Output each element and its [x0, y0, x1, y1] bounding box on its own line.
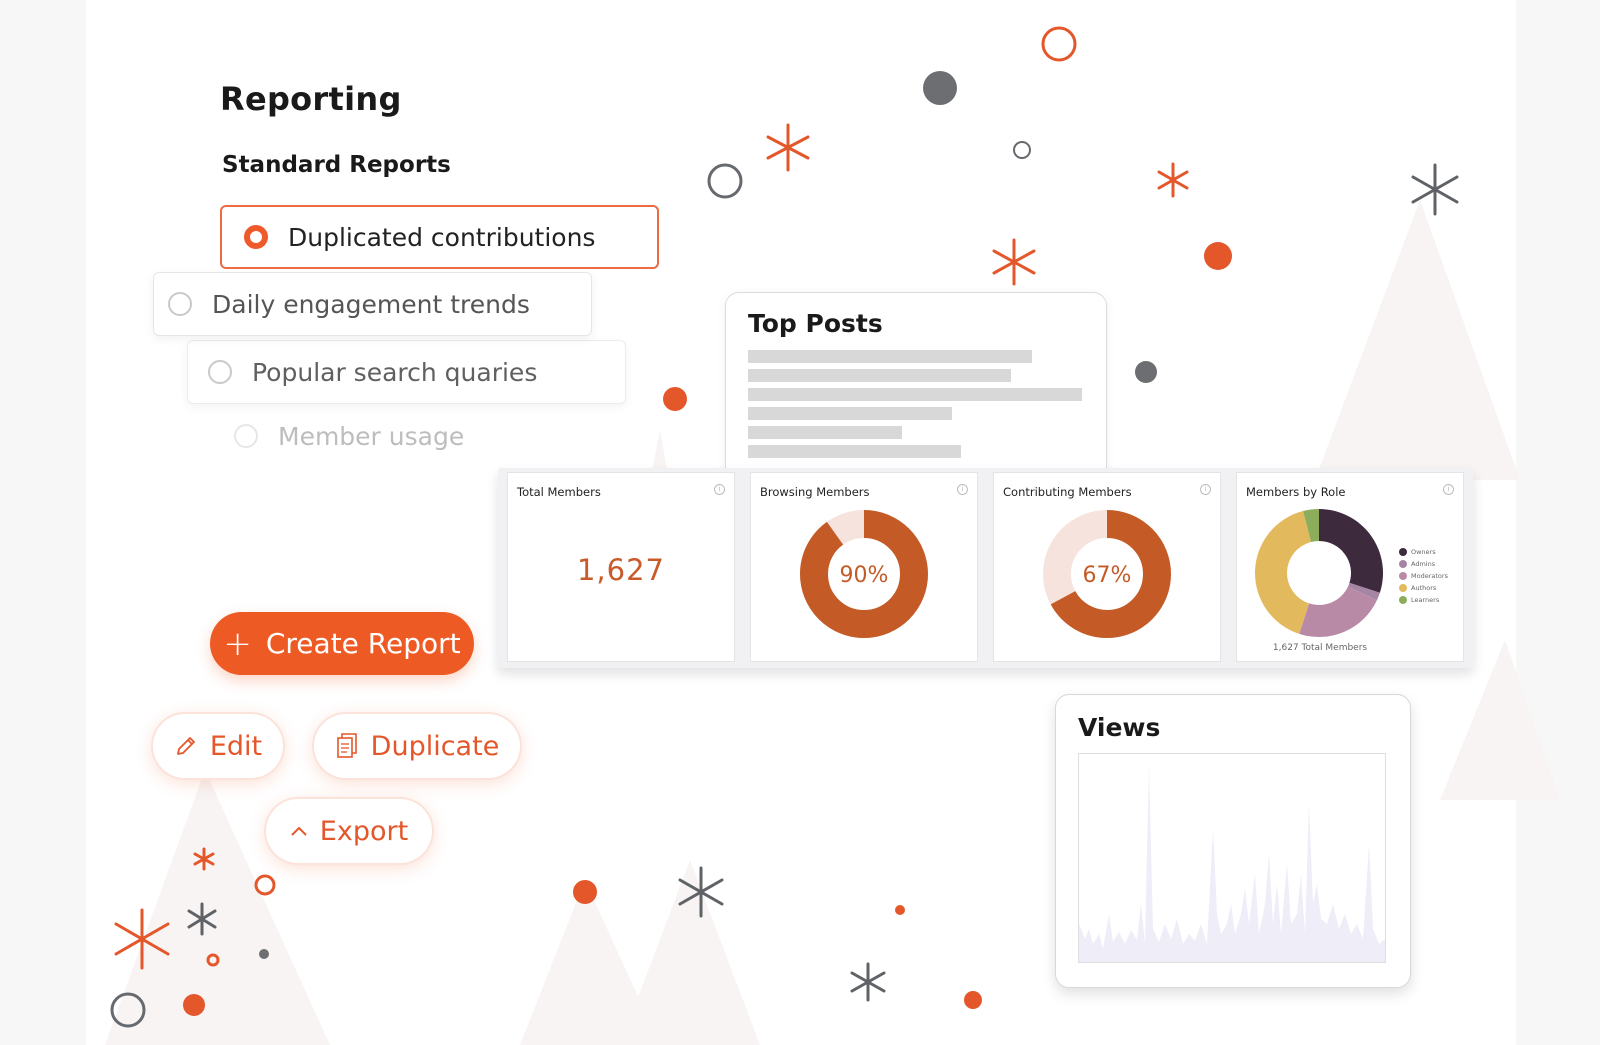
donut-arc [1043, 510, 1171, 638]
radio-unchecked-icon [168, 292, 192, 316]
members-by-role-card[interactable]: Members by Role i Owners Admins Moderators… [1236, 472, 1464, 662]
placeholder-line [748, 445, 961, 458]
info-icon[interactable]: i [714, 484, 725, 495]
legend-dot [1399, 548, 1407, 556]
card-title: Contributing Members [1003, 485, 1132, 499]
placeholder-line [748, 350, 1032, 363]
report-option-daily-engagement[interactable]: Daily engagement trends [153, 272, 592, 336]
donut-percent-label: 67% [1083, 563, 1132, 588]
legend-dot [1399, 584, 1407, 592]
section-subtitle: Standard Reports [222, 152, 451, 178]
copy-icon [336, 733, 357, 758]
placeholder-line [748, 369, 1011, 382]
chevron-up-icon [291, 826, 307, 836]
duplicate-label: Duplicate [370, 730, 500, 762]
create-report-label: Create Report [265, 627, 461, 660]
report-option-label: Daily engagement trends [212, 289, 530, 319]
contributing-members-card[interactable]: Contributing Members i 67% [993, 472, 1221, 662]
card-title: Browsing Members [760, 485, 870, 499]
info-icon[interactable]: i [1443, 484, 1454, 495]
stats-row: Total Members i 1,627 Browsing Members i… [498, 468, 1473, 668]
report-option-member-usage[interactable]: Member usage [214, 404, 653, 468]
top-posts-card[interactable]: Top Posts [725, 292, 1107, 494]
legend-label: Learners [1411, 596, 1440, 604]
report-option-label: Popular search quaries [252, 357, 538, 387]
total-members-value: 1,627 [576, 553, 666, 587]
create-report-button[interactable]: + Create Report [210, 612, 474, 675]
page-title: Reporting [220, 80, 402, 118]
card-title: Members by Role [1246, 485, 1346, 499]
legend-item-moderators: Moderators [1399, 570, 1448, 582]
placeholder-line [748, 388, 1082, 401]
donut-percent-label: 90% [840, 563, 889, 588]
placeholder-line [748, 407, 952, 420]
legend-item-learners: Learners [1399, 594, 1448, 606]
role-slice-admins[interactable] [1347, 582, 1380, 601]
legend-dot [1399, 596, 1407, 604]
total-members-card[interactable]: Total Members i 1,627 [507, 472, 735, 662]
top-posts-title: Top Posts [748, 309, 883, 338]
legend-dot [1399, 560, 1407, 568]
role-slice-moderators[interactable] [1299, 586, 1377, 637]
info-icon[interactable]: i [957, 484, 968, 495]
info-icon[interactable]: i [1200, 484, 1211, 495]
plus-icon: + [223, 623, 252, 664]
role-legend: Owners Admins Moderators Authors Learners [1399, 546, 1448, 606]
contributing-donut: 67% [1043, 510, 1171, 638]
export-button[interactable]: Export [266, 799, 432, 863]
legend-item-admins: Admins [1399, 558, 1448, 570]
export-label: Export [319, 815, 409, 847]
report-option-label: Member usage [278, 421, 465, 451]
views-plot-area [1078, 753, 1386, 963]
edit-button[interactable]: Edit [153, 714, 283, 778]
views-card[interactable]: Views [1055, 694, 1411, 988]
legend-label: Owners [1411, 548, 1436, 556]
radio-unchecked-icon [234, 424, 258, 448]
radio-checked-icon [244, 225, 268, 249]
card-title: Total Members [517, 485, 601, 499]
duplicate-button[interactable]: Duplicate [314, 714, 520, 778]
legend-item-owners: Owners [1399, 546, 1448, 558]
browsing-members-card[interactable]: Browsing Members i 90% [750, 472, 978, 662]
placeholder-line [748, 426, 902, 439]
views-area-chart [1079, 766, 1385, 962]
role-donut [1255, 509, 1383, 637]
legend-label: Admins [1411, 560, 1436, 568]
report-option-duplicated-contributions[interactable]: Duplicated contributions [220, 205, 659, 269]
pencil-icon [176, 737, 195, 755]
radio-unchecked-icon [208, 360, 232, 384]
legend-dot [1399, 572, 1407, 580]
report-option-popular-search[interactable]: Popular search quaries [187, 340, 626, 404]
browsing-donut: 90% [800, 510, 928, 638]
legend-label: Moderators [1411, 572, 1448, 580]
total-members-caption: 1,627 Total Members [1272, 643, 1368, 653]
donut-arc [800, 510, 928, 638]
role-slice-authors[interactable] [1255, 511, 1312, 634]
role-slice-learners[interactable] [1303, 509, 1319, 543]
legend-label: Authors [1411, 584, 1437, 592]
views-title: Views [1078, 713, 1161, 742]
legend-item-authors: Authors [1399, 582, 1448, 594]
views-area-shape [1079, 766, 1385, 962]
report-option-label: Duplicated contributions [288, 222, 596, 252]
role-slice-owners[interactable] [1319, 509, 1383, 593]
edit-label: Edit [209, 730, 263, 762]
